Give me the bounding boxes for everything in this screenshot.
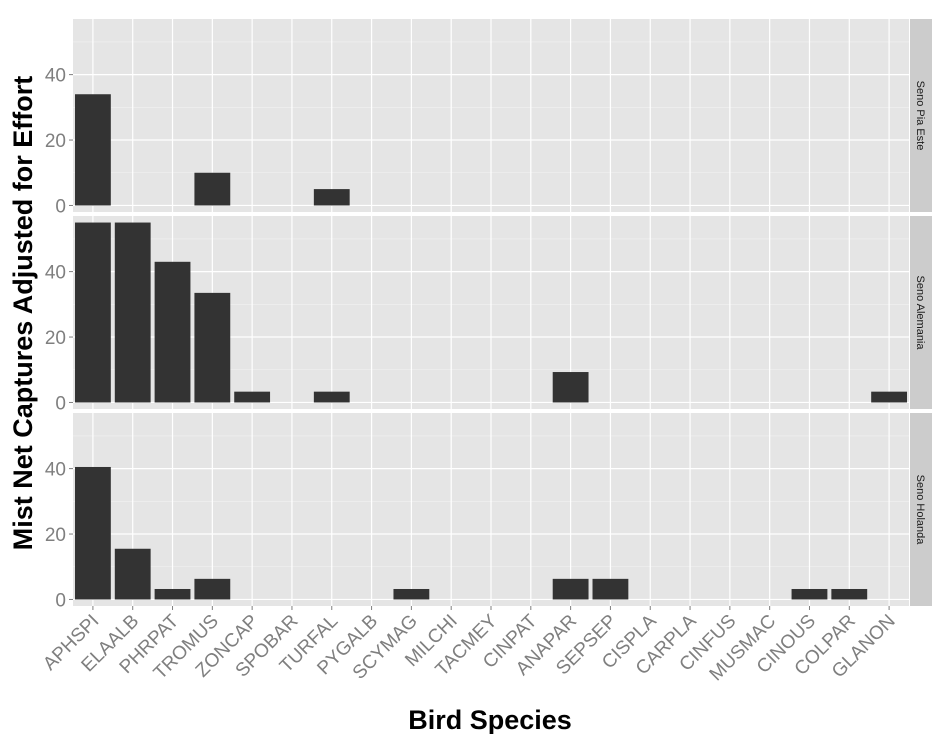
bar-cinous <box>791 588 828 600</box>
x-axis: APHSPIELAALBPHRPATTROMUSZONCAPSPOBARTURF… <box>39 606 900 685</box>
bar-elaalb <box>114 222 151 403</box>
y-tick-label: 20 <box>45 328 66 349</box>
bar-turfal <box>313 391 350 403</box>
panel-1: 0 20 40 Seno Alemania <box>45 216 932 414</box>
y-tick-label: 40 <box>45 66 66 87</box>
panel-2: 0 20 40 Seno Holanda <box>45 413 932 611</box>
facet-strip <box>910 216 932 409</box>
y-axis-title: Mist Net Captures Adjusted for Effort <box>8 76 38 551</box>
bar-tromus <box>194 292 231 403</box>
bar-phrpat <box>154 261 191 403</box>
y-tick-label: 40 <box>45 263 66 284</box>
bar-glanon <box>871 391 908 403</box>
bar-aphspi <box>74 222 111 403</box>
panels: 0 20 40 Seno Pia Este 0 20 40 Seno Alemania 0 20 4… <box>45 19 932 611</box>
bar-tromus <box>194 172 231 206</box>
x-axis-title: Bird Species <box>408 705 572 734</box>
y-tick-label: 0 <box>55 590 66 611</box>
bar-colpar <box>831 588 868 600</box>
y-tick-label: 40 <box>45 460 66 481</box>
y-tick-label: 0 <box>55 393 66 414</box>
y-tick-label: 20 <box>45 131 66 152</box>
bar-tromus <box>194 578 231 600</box>
facet-strip <box>910 413 932 606</box>
y-tick-label: 20 <box>45 525 66 546</box>
bar-anapar <box>552 372 589 403</box>
facet-strip-label: Seno Pia Este <box>914 81 926 151</box>
facet-strip-label: Seno Alemania <box>914 276 926 351</box>
bar-scymag <box>393 588 430 600</box>
facet-strip-label: Seno Holanda <box>914 475 926 546</box>
facet-strip <box>910 19 932 212</box>
bar-zoncap <box>234 391 271 403</box>
bar-aphspi <box>74 94 111 206</box>
bar-phrpat <box>154 588 191 600</box>
panel-0: 0 20 40 Seno Pia Este <box>45 19 932 217</box>
bar-sepsep <box>592 578 629 600</box>
bar-anapar <box>552 578 589 600</box>
bar-aphspi <box>74 466 111 600</box>
bar-turfal <box>313 189 350 206</box>
bar-elaalb <box>114 548 151 600</box>
y-tick-label: 0 <box>55 196 66 217</box>
